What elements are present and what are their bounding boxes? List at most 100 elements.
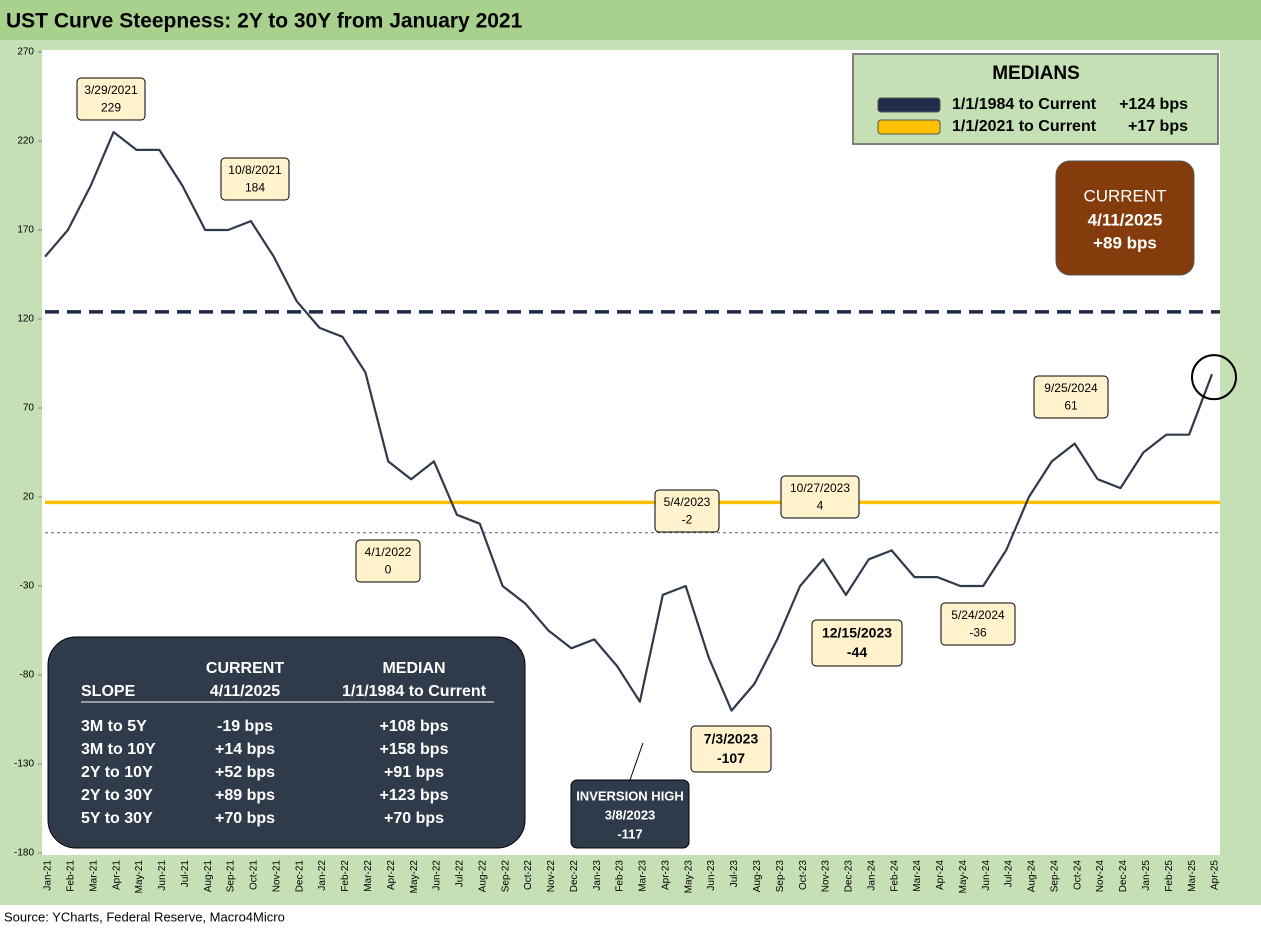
- x-tick-label: Jan-23: [592, 860, 603, 891]
- legend-value: +17 bps: [1128, 118, 1188, 135]
- annotation-date: 10/8/2021: [228, 163, 282, 177]
- annotation-date: 10/27/2023: [790, 481, 850, 495]
- x-tick-label: Nov-22: [546, 860, 557, 893]
- x-tick-label: Jun-24: [981, 860, 992, 891]
- y-tick-label: 120: [17, 314, 34, 325]
- annotation-box: [780, 475, 860, 519]
- table-cell: 3M to 10Y: [81, 741, 156, 758]
- annotation-box: [1033, 375, 1109, 419]
- x-tick-label: Apr-22: [386, 860, 397, 890]
- x-tick-label: Aug-24: [1027, 860, 1038, 893]
- table-cell: 2Y to 30Y: [81, 787, 153, 804]
- x-tick-label: Apr-25: [1210, 860, 1221, 890]
- annotation-box: [220, 157, 290, 201]
- x-tick-label: Dec-23: [844, 860, 855, 893]
- legend-period: 1/1/2021 to Current: [952, 118, 1097, 135]
- x-tick-label: Dec-21: [294, 860, 305, 893]
- x-tick-label: Sep-24: [1049, 860, 1060, 893]
- x-tick-label: Jun-22: [432, 860, 443, 891]
- x-tick-label: Sep-22: [500, 860, 511, 893]
- inversion-label: 3/8/2023: [605, 807, 656, 822]
- x-tick-label: Sep-21: [226, 860, 237, 893]
- table-cell: +14 bps: [215, 741, 275, 758]
- title-bar: [0, 0, 1261, 40]
- y-tick-label: -30: [20, 581, 35, 592]
- table-cell: +70 bps: [384, 810, 444, 827]
- table-cell: +91 bps: [384, 764, 444, 781]
- y-tick-label: -180: [14, 848, 34, 859]
- y-tick-label: 20: [23, 492, 35, 503]
- annotation-date: 5/4/2023: [664, 495, 711, 509]
- x-tick-label: Dec-22: [569, 860, 580, 893]
- annotation-date: 5/24/2024: [951, 608, 1005, 622]
- x-tick-label: Jan-22: [317, 860, 328, 891]
- x-tick-label: Nov-21: [271, 860, 282, 893]
- annotation-value: -2: [682, 512, 693, 526]
- annotation-box: [940, 602, 1016, 646]
- table-header: CURRENT: [206, 660, 284, 677]
- x-tick-label: Aug-21: [203, 860, 214, 893]
- x-tick-label: May-23: [683, 860, 694, 894]
- x-tick-label: Apr-24: [935, 860, 946, 890]
- x-tick-label: Feb-21: [66, 860, 77, 892]
- table-cell: 3M to 5Y: [81, 718, 147, 735]
- x-tick-label: Oct-23: [798, 860, 809, 890]
- x-tick-label: May-21: [134, 860, 145, 894]
- x-tick-label: Oct-22: [523, 860, 534, 890]
- y-tick-label: 170: [17, 225, 34, 236]
- legend-period: 1/1/1984 to Current: [952, 96, 1097, 113]
- x-tick-label: Mar-22: [363, 860, 374, 892]
- x-tick-label: Oct-24: [1072, 860, 1083, 890]
- x-tick-label: Jul-22: [455, 860, 466, 888]
- x-tick-label: May-24: [958, 860, 969, 894]
- table-cell: 5Y to 30Y: [81, 810, 153, 827]
- x-tick-label: Feb-22: [340, 860, 351, 892]
- legend-swatch: [877, 119, 941, 135]
- annotation-value: -36: [969, 625, 987, 639]
- table-cell: -19 bps: [217, 718, 273, 735]
- annotation-date: 3/29/2021: [84, 83, 138, 97]
- annotation-box: [355, 539, 421, 583]
- annotation-value: 229: [101, 100, 121, 114]
- x-tick-label: Feb-23: [615, 860, 626, 892]
- annotation-box: [654, 489, 720, 533]
- x-tick-label: Feb-24: [889, 860, 900, 892]
- y-tick-label: -80: [20, 670, 35, 681]
- highlight-circle: [1191, 354, 1237, 401]
- x-tick-label: Sep-23: [775, 860, 786, 893]
- table-cell: +158 bps: [380, 741, 449, 758]
- inversion-title: INVERSION HIGH: [576, 788, 684, 803]
- current-label: +89 bps: [1093, 233, 1157, 252]
- x-tick-label: Jul-23: [729, 860, 740, 888]
- series-line: [44, 131, 1214, 712]
- x-tick-label: Mar-21: [88, 860, 99, 892]
- annotation-date: 12/15/2023: [822, 625, 892, 641]
- x-tick-label: Jan-25: [1141, 860, 1152, 891]
- source: Source: YCharts, Federal Reserve, Macro4…: [4, 909, 285, 924]
- x-tick-label: Nov-24: [1095, 860, 1106, 893]
- annotation-box: [690, 725, 772, 773]
- x-tick-label: Jul-24: [1004, 860, 1015, 888]
- x-tick-label: Jul-21: [180, 860, 191, 888]
- legend-swatch: [877, 97, 941, 113]
- annotation-value: 0: [385, 562, 392, 576]
- table-cell: 2Y to 10Y: [81, 764, 153, 781]
- table-header: MEDIAN: [382, 660, 445, 677]
- y-tick-label: 220: [17, 136, 34, 147]
- inversion-value: -117: [617, 826, 642, 841]
- table-header: SLOPE: [81, 683, 136, 700]
- x-tick-label: Apr-23: [660, 860, 671, 890]
- x-tick-label: Dec-24: [1118, 860, 1129, 893]
- x-tick-label: Aug-22: [477, 860, 488, 893]
- table-cell: +89 bps: [215, 787, 275, 804]
- x-tick-label: Mar-25: [1187, 860, 1198, 892]
- y-tick-label: 270: [17, 47, 34, 58]
- annotation-box: [76, 77, 146, 121]
- chart-title: UST Curve Steepness: 2Y to 30Y from Janu…: [6, 10, 523, 33]
- annotation-value: 184: [245, 180, 265, 194]
- current-date: 4/11/2025: [1088, 210, 1163, 229]
- annotation-value: -44: [847, 644, 867, 660]
- annotation-date: 7/3/2023: [704, 731, 759, 747]
- legend-value: +124 bps: [1119, 96, 1188, 113]
